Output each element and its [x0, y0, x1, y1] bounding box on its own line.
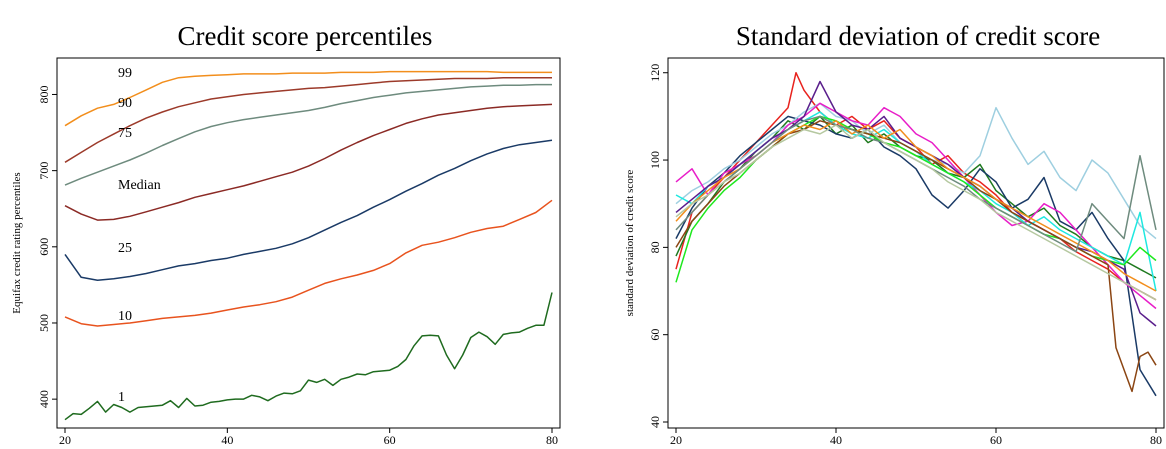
- right-series-line-12: [675, 124, 1157, 301]
- left-series-line-75: [64, 83, 552, 186]
- left-x-tick-label: 20: [59, 433, 71, 447]
- percentile-label-median: Median: [118, 178, 161, 193]
- left-y-tick-label: 800: [37, 85, 51, 103]
- left-x-tick-label: 40: [221, 433, 233, 447]
- right-series-line-1: [675, 71, 1157, 301]
- right-y-tick-label: 120: [648, 64, 662, 82]
- left-y-tick-label: 400: [37, 390, 51, 408]
- right-series-line-11: [675, 115, 1157, 253]
- right-y-tick-label: 80: [648, 241, 662, 253]
- left-plot: 20406080400500600700800AgeEquifax credit…: [11, 57, 561, 449]
- right-series-line-10: [675, 120, 1157, 292]
- left-series-line-99: [64, 70, 552, 127]
- right-series-line-4: [675, 102, 1157, 240]
- percentile-label-10: 10: [118, 309, 132, 324]
- right-x-tick-label: 20: [670, 433, 682, 447]
- right-y-axis-label: standard deviation of credit score: [624, 170, 636, 317]
- left-x-tick-label: 80: [546, 433, 558, 447]
- right-chart-title: Standard deviation of credit score: [736, 21, 1100, 51]
- left-y-tick-label: 500: [37, 314, 51, 332]
- left-series-line-1: [64, 292, 553, 421]
- percentile-label-90: 90: [118, 96, 132, 111]
- left-series-line-90: [64, 76, 552, 163]
- left-x-tick-label: 60: [384, 433, 396, 447]
- percentile-label-1: 1: [118, 390, 125, 405]
- right-x-tick-label: 60: [990, 433, 1002, 447]
- percentile-label-75: 75: [118, 126, 132, 141]
- left-series-line-10: [64, 199, 553, 327]
- right-x-tick-label: 40: [830, 433, 842, 447]
- right-x-tick-label: 80: [1150, 433, 1162, 447]
- left-y-tick-label: 600: [37, 238, 51, 256]
- right-y-tick-label: 60: [648, 329, 662, 341]
- percentile-label-99: 99: [118, 66, 132, 81]
- left-plot-frame: [56, 57, 561, 429]
- left-y-axis-label: Equifax credit rating percentiles: [11, 172, 23, 313]
- left-chart-title: Credit score percentiles: [178, 21, 433, 51]
- right-plot-frame: [667, 57, 1165, 429]
- percentile-label-25: 25: [118, 241, 132, 256]
- right-series-line-7: [675, 115, 1157, 283]
- left-series-line-25: [64, 139, 553, 282]
- left-series-line-median: [64, 103, 553, 221]
- left-y-tick-label: 700: [37, 162, 51, 180]
- right-series-line-2: [675, 115, 1157, 279]
- right-y-tick-label: 100: [648, 151, 662, 169]
- right-y-tick-label: 40: [648, 416, 662, 428]
- right-series-line-5: [675, 102, 1157, 310]
- right-series-line-6: [675, 111, 1157, 292]
- right-series-line-8: [675, 80, 1157, 327]
- right-plot: 20406080406080100120Agestandard deviatio…: [624, 57, 1165, 449]
